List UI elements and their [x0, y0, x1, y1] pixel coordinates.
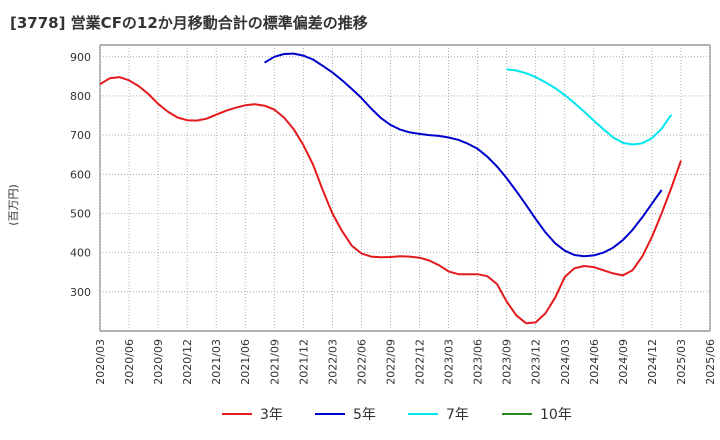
series-line-1 [99, 76, 682, 325]
x-tick-label: 2023/12 [530, 339, 543, 385]
legend-label-3: 7年 [446, 407, 469, 423]
x-tick-label: 2020/03 [94, 339, 107, 385]
x-tick-label: 2024/03 [559, 339, 572, 385]
y-tick-label: 600 [70, 168, 91, 181]
x-tick-label: 2020/06 [123, 339, 136, 385]
legend-label-2: 5年 [353, 407, 376, 423]
x-tick-label: 2024/12 [646, 339, 659, 385]
y-tick-label: 900 [70, 51, 91, 64]
x-tick-label: 2020/09 [152, 339, 165, 385]
x-tick-label: 2023/03 [443, 339, 456, 385]
series-line-2 [264, 52, 663, 258]
plot-area [99, 44, 711, 332]
legend-label-1: 3年 [260, 407, 283, 423]
x-tick-label: 2023/06 [472, 339, 485, 385]
x-tick-label: 2025/03 [675, 339, 688, 385]
x-tick-label: 2021/12 [297, 339, 310, 385]
x-tick-label: 2022/06 [355, 339, 368, 385]
x-tick-label: 2024/09 [617, 339, 630, 385]
y-axis-label: (百万円) [7, 184, 20, 226]
y-tick-label: 300 [70, 286, 91, 299]
x-tick-label: 2025/06 [704, 339, 717, 385]
x-tick-label: 2022/12 [414, 339, 427, 385]
x-tick-label: 2020/12 [181, 339, 194, 385]
x-tick-label: 2024/06 [588, 339, 601, 385]
series-line-3 [506, 68, 673, 146]
chart-title: [3778] 営業CFの12か月移動合計の標準偏差の推移 [10, 14, 368, 32]
x-tick-label: 2022/09 [384, 339, 397, 385]
legend-label-4: 10年 [540, 407, 572, 423]
y-tick-label: 700 [70, 129, 91, 142]
x-tick-label: 2021/06 [239, 339, 252, 385]
x-tick-label: 2021/03 [210, 339, 223, 385]
y-tick-label: 500 [70, 207, 91, 220]
legend: 3年 5年 7年 10年 [222, 407, 572, 423]
x-tick-label: 2023/09 [501, 339, 514, 385]
x-axis-ticks: 2020/03 2020/06 2020/09 2020/12 2021/03 2021/… [94, 339, 717, 385]
y-axis-ticks: 300 400 500 600 700 800 900 [70, 51, 91, 299]
y-tick-label: 800 [70, 90, 91, 103]
series-layer [99, 52, 682, 325]
y-tick-label: 400 [70, 247, 91, 260]
x-tick-label: 2021/09 [268, 339, 281, 385]
x-tick-label: 2022/03 [326, 339, 339, 385]
